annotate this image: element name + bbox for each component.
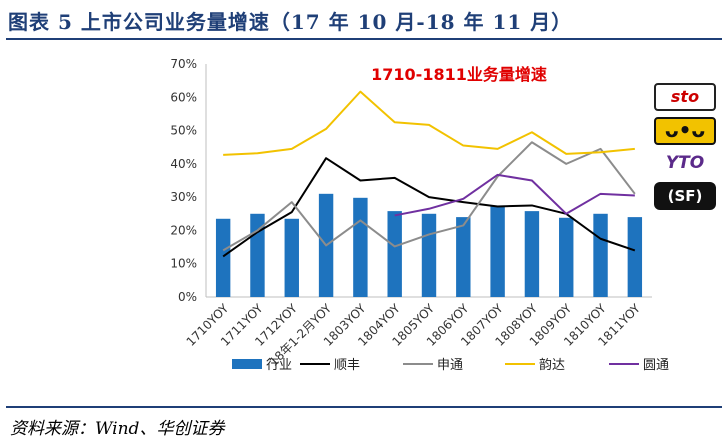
legend-industry-label: 行业 xyxy=(266,358,292,373)
legend-yuantong-label: 圆通 xyxy=(643,358,669,373)
bar-industry xyxy=(593,213,608,297)
legend-shentong-label: 申通 xyxy=(437,358,463,373)
bar-industry xyxy=(456,217,471,297)
source-note: 资料来源：Wind、华创证券 xyxy=(10,419,225,439)
figure-title: 图表 5 上市公司业务量增速（17 年 10 月-18 年 11 月） xyxy=(8,10,573,34)
bar-industry xyxy=(490,205,505,297)
bar-industry xyxy=(215,218,231,297)
bar-industry xyxy=(353,197,368,297)
yunda-logo: ᴗ•ᴗ xyxy=(654,117,716,145)
y-tick-label: 70% xyxy=(170,57,197,71)
bar-industry xyxy=(627,217,643,297)
yto-logo: YTO xyxy=(654,150,716,176)
sf-logo: (SF) xyxy=(654,182,716,210)
y-tick-label: 40% xyxy=(170,157,197,171)
bar-industry xyxy=(559,217,574,297)
bar-industry xyxy=(387,211,402,297)
y-tick-label: 30% xyxy=(170,190,197,204)
bar-industry xyxy=(421,213,437,297)
bar-industry xyxy=(284,218,299,297)
chart-title: 1710-1811业务量增速 xyxy=(371,65,547,84)
y-tick-label: 50% xyxy=(170,124,197,138)
sto-logo: sto xyxy=(654,83,716,111)
y-tick-label: 10% xyxy=(170,257,197,271)
y-tick-label: 60% xyxy=(170,90,197,104)
footer-rule xyxy=(6,406,722,408)
y-tick-label: 0% xyxy=(178,290,197,304)
y-tick-label: 20% xyxy=(170,223,197,237)
header-rule xyxy=(6,38,722,40)
line-yuantong xyxy=(394,173,635,217)
legend-shunfeng-label: 顺丰 xyxy=(334,358,360,373)
legend-yunda-label: 韵达 xyxy=(539,358,565,373)
bar-industry xyxy=(524,211,540,297)
line-yunda xyxy=(223,90,635,156)
line-shentong xyxy=(222,141,636,252)
legend-industry-swatch xyxy=(232,359,262,369)
